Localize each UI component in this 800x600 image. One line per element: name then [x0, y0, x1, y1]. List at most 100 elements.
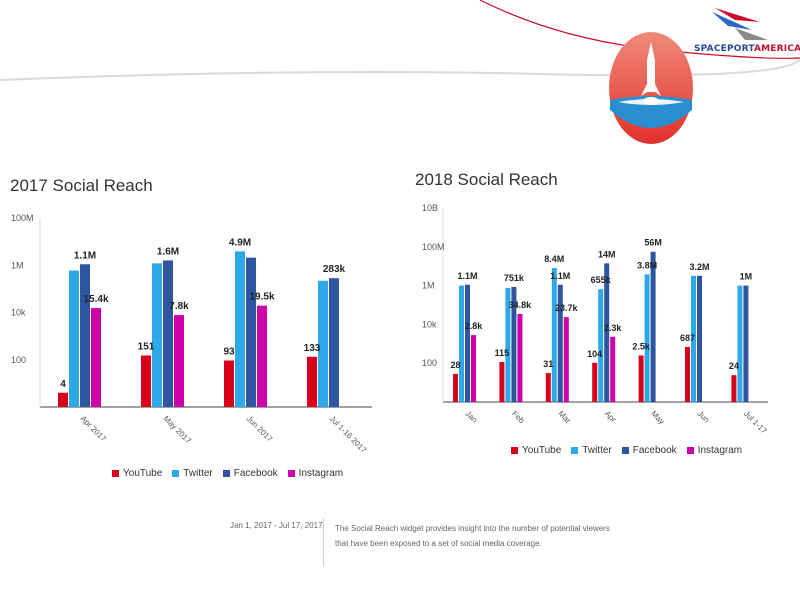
- bar-twitter: [459, 285, 464, 402]
- data-label: 1.6M: [157, 246, 179, 257]
- legend-swatch-instagram: [686, 447, 694, 454]
- x-tick-label: Apr: [603, 409, 618, 424]
- rocket-logo-icon: [609, 8, 768, 144]
- data-label: 4: [60, 379, 66, 390]
- bar-facebook: [743, 285, 749, 402]
- bar-twitter: [152, 263, 162, 407]
- bar-facebook: [604, 263, 610, 402]
- bar-twitter: [69, 270, 79, 407]
- legend-swatch-youtube: [511, 447, 518, 454]
- legend-2018: YouTube Twitter Facebook Instagram: [511, 445, 742, 456]
- x-tick-label: Jan: [464, 409, 479, 424]
- data-label: 133: [304, 343, 321, 354]
- data-label: 1M: [740, 272, 753, 282]
- bar-twitter: [737, 285, 743, 402]
- x-tick-label: Feb: [510, 409, 527, 426]
- data-label: 34.8k: [509, 300, 533, 310]
- bar-instagram: [91, 308, 101, 407]
- data-label: 23.7k: [555, 303, 579, 313]
- bar-youtube: [685, 346, 690, 402]
- data-label: 8.4M: [544, 254, 564, 264]
- data-label: 14M: [598, 249, 616, 259]
- brand-name: SPACEPORTAMERICA: [694, 44, 800, 54]
- bar-youtube: [453, 373, 458, 402]
- legend-item-instagram: Instagram: [686, 445, 742, 456]
- bar-instagram: [174, 315, 184, 407]
- x-tick-label: Apr 2017: [79, 414, 109, 444]
- bar-youtube: [638, 355, 644, 402]
- y-tick-label: 100M: [11, 213, 34, 223]
- bar-facebook: [163, 260, 173, 407]
- data-label: 93: [223, 346, 235, 357]
- data-label: 4.9M: [229, 237, 251, 248]
- legend-item-facebook: Facebook: [621, 445, 677, 456]
- data-label: 31: [543, 359, 553, 369]
- data-label: 1.1M: [74, 250, 96, 261]
- bar-twitter: [691, 275, 696, 402]
- bar-facebook: [329, 278, 339, 407]
- bar-facebook: [465, 284, 470, 402]
- bar-instagram: [563, 317, 569, 402]
- footer-date-range: Jan 1, 2017 - Jul 17, 2017: [230, 521, 323, 530]
- y-tick-label: 100M: [422, 242, 445, 252]
- legend-swatch-youtube: [112, 470, 119, 477]
- bar-twitter: [235, 251, 245, 407]
- bar-instagram: [610, 336, 616, 402]
- bar-youtube: [545, 373, 551, 402]
- bar-facebook: [246, 257, 256, 407]
- data-label: 15.4k: [83, 294, 108, 305]
- y-tick-label: 10B: [422, 203, 438, 213]
- data-label: 7.8k: [169, 301, 189, 312]
- data-label: 115: [495, 348, 510, 358]
- bar-youtube: [499, 362, 505, 402]
- bar-youtube: [141, 355, 151, 407]
- chart-title-2017: 2017 Social Reach: [10, 176, 153, 195]
- data-label: 283k: [323, 264, 346, 275]
- x-tick-label: May: [649, 409, 666, 426]
- bar-facebook: [697, 275, 702, 402]
- footer-divider: [323, 518, 324, 566]
- data-label: 1.1M: [550, 271, 570, 281]
- legend-item-youtube: YouTube: [112, 468, 162, 479]
- y-tick-label: 100: [422, 358, 437, 368]
- data-label: 687: [680, 333, 695, 343]
- x-tick-label: Jul 1-16 2017: [328, 414, 369, 455]
- chart-title-2018: 2018 Social Reach: [415, 170, 558, 189]
- bar-instagram: [471, 335, 476, 402]
- data-label: 28: [450, 360, 460, 370]
- data-label: 19.5k: [249, 292, 274, 303]
- data-label: 3.8M: [637, 260, 657, 270]
- bar-twitter: [505, 288, 511, 402]
- y-tick-label: 10k: [11, 308, 26, 318]
- legend-2017: YouTube Twitter Facebook Instagram: [112, 468, 343, 479]
- legend-swatch-instagram: [287, 470, 295, 477]
- data-label: 1.1M: [457, 271, 477, 281]
- bar-instagram: [517, 313, 523, 402]
- y-tick-label: 100: [11, 355, 26, 365]
- data-label: 56M: [644, 238, 662, 248]
- data-label: 2.8k: [465, 321, 484, 331]
- brand-logo-area: [600, 0, 800, 150]
- bar-twitter: [644, 274, 650, 402]
- data-label: 2.3k: [604, 323, 623, 333]
- legend-item-twitter: Twitter: [571, 445, 612, 456]
- data-label: 3.2M: [689, 262, 709, 272]
- y-tick-label: 10k: [422, 319, 437, 329]
- bar-instagram: [257, 305, 267, 407]
- data-label: 655k: [591, 275, 612, 285]
- bar-twitter: [318, 280, 328, 407]
- x-tick-label: Jun: [696, 409, 711, 424]
- data-label: 24: [729, 361, 739, 371]
- legend-swatch-facebook: [621, 447, 629, 454]
- bar-youtube: [58, 392, 68, 407]
- data-label: 151: [138, 342, 155, 353]
- bar-twitter: [551, 268, 557, 402]
- bar-facebook: [557, 284, 563, 402]
- bar-youtube: [307, 356, 317, 407]
- x-tick-label: Mar: [556, 409, 572, 425]
- footer-description: The Social Reach widget provides insight…: [335, 524, 610, 548]
- bar-youtube: [731, 375, 737, 402]
- bar-youtube: [592, 362, 598, 402]
- legend-item-facebook: Facebook: [222, 468, 278, 479]
